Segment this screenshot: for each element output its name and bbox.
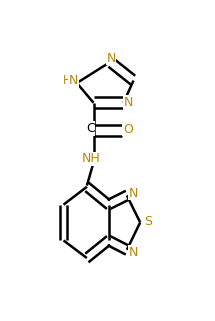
Text: N: N [129, 187, 138, 199]
Text: C: C [86, 122, 95, 135]
Text: H: H [63, 74, 72, 87]
Text: N: N [129, 246, 138, 259]
Text: NH: NH [82, 152, 101, 165]
Text: N: N [106, 52, 116, 65]
Text: N: N [124, 96, 134, 109]
Text: S: S [144, 215, 152, 229]
Text: N: N [69, 74, 78, 87]
Text: O: O [123, 123, 133, 136]
